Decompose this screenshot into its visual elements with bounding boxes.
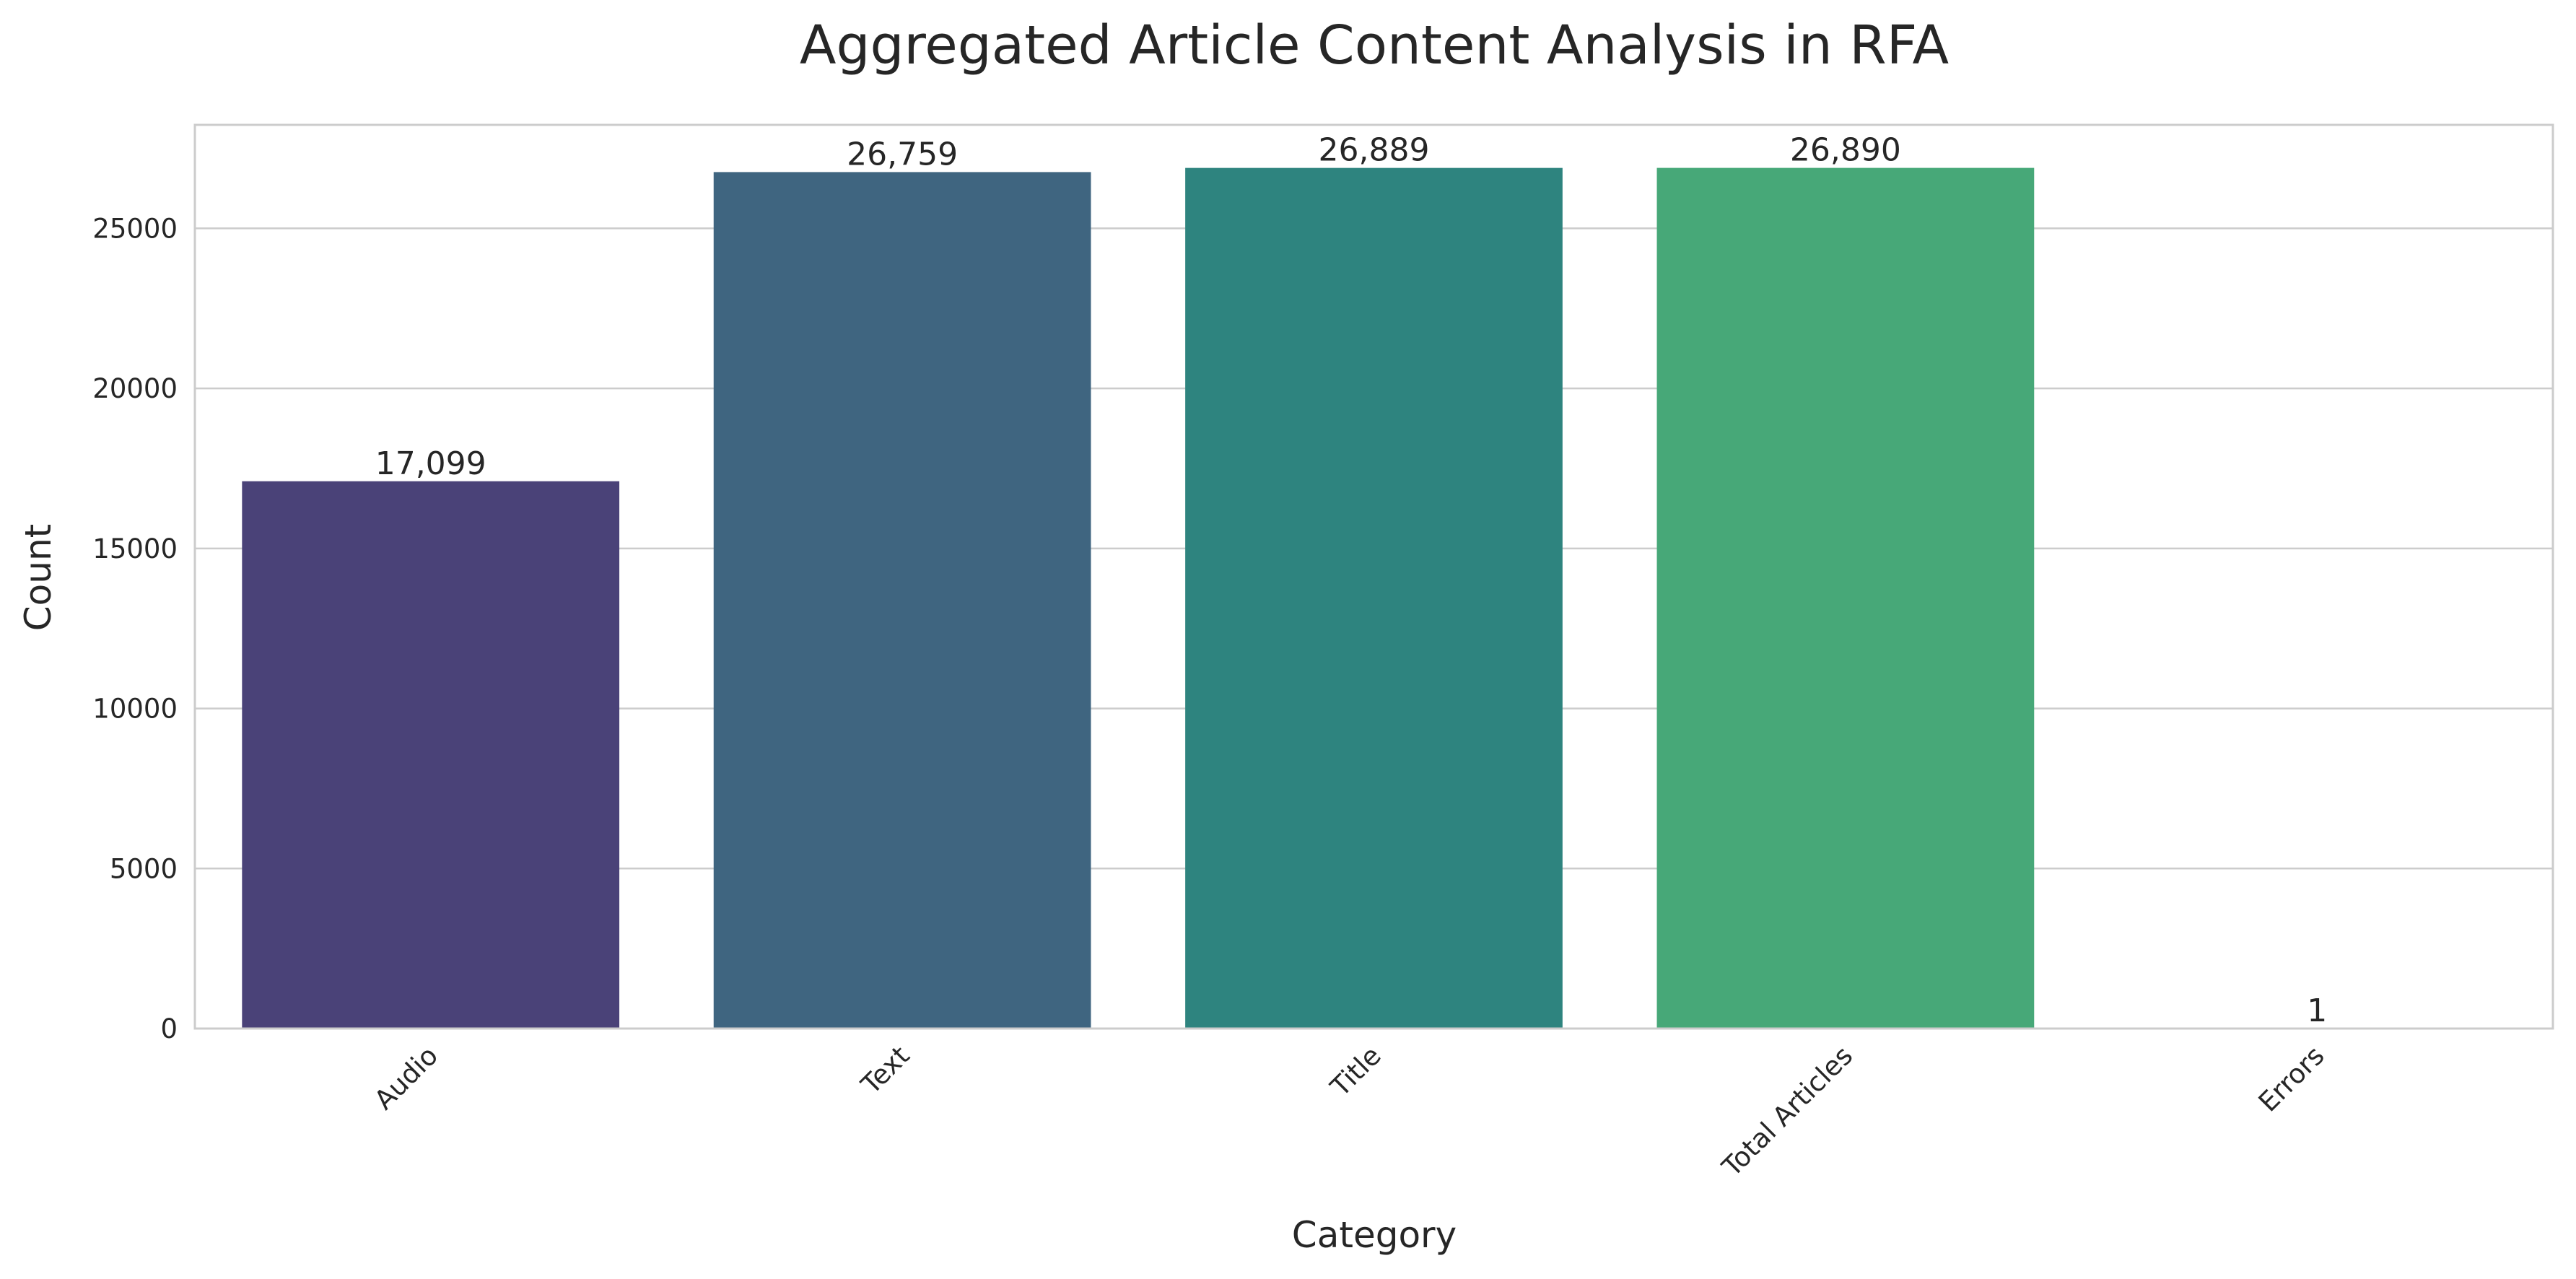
x-axis-label: Category	[1292, 1214, 1457, 1256]
x-tick-label: Errors	[2253, 1040, 2331, 1118]
y-axis-ticks: 0 5000 10000 15000 20000 25000	[92, 213, 178, 1044]
x-tick-label: Audio	[368, 1040, 444, 1116]
x-tick-label: Text	[855, 1040, 915, 1101]
data-label: 26,890	[1790, 132, 1901, 169]
bar-total-articles	[1656, 167, 2035, 1029]
bar-text	[713, 172, 1091, 1029]
y-tick-label: 15000	[92, 533, 178, 564]
x-axis-ticks: Audio Text Title Total Articles Errors	[368, 1040, 2330, 1183]
data-label: 17,099	[375, 445, 486, 482]
y-axis-label: Count	[17, 524, 59, 632]
x-tick-label: Title	[1324, 1040, 1387, 1103]
data-label: 26,889	[1319, 132, 1430, 169]
y-tick-label: 0	[160, 1013, 178, 1044]
y-tick-label: 5000	[110, 853, 178, 884]
y-tick-label: 25000	[92, 213, 178, 244]
data-labels: 17,099 26,759 26,889 26,890 1	[375, 132, 2328, 1029]
y-tick-label: 20000	[92, 373, 178, 404]
data-label: 26,759	[847, 136, 958, 173]
bar-title	[1185, 167, 1563, 1029]
data-label: 1	[2307, 992, 2327, 1029]
chart-title: Aggregated Article Content Analysis in R…	[800, 14, 1950, 77]
bar-audio	[242, 481, 620, 1029]
y-tick-label: 10000	[92, 694, 178, 725]
x-tick-label: Total Articles	[1716, 1040, 1859, 1183]
bars	[242, 167, 2506, 1029]
plot-frame	[193, 123, 2554, 1030]
